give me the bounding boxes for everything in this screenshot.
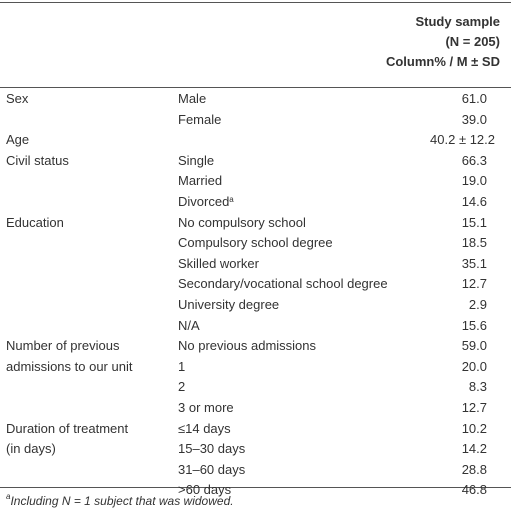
row-sublabel: 31–60 days — [178, 460, 245, 480]
top-rule — [0, 2, 511, 3]
row-value: 10.2 — [461, 420, 487, 436]
row-value: 2.9 — [468, 297, 487, 312]
row-value: 12.7 — [461, 276, 487, 292]
row-label: admissions to our unit — [6, 358, 133, 374]
row-label: Number of previous — [6, 338, 120, 354]
row-value: 59.0 — [461, 338, 487, 354]
sublabel-text: >60 days — [178, 482, 232, 498]
row-sublabel: ≤14 days — [178, 419, 231, 439]
footnote-mark: a — [6, 492, 11, 501]
row-value: 18.5 — [461, 235, 487, 251]
sublabel-text: Married — [178, 173, 223, 189]
sublabel-text: 2 — [178, 379, 186, 395]
row-value: 66.3 — [461, 152, 487, 168]
row-value: 35.1 — [461, 255, 487, 271]
row-sublabel: Secondary/vocational school degree — [178, 274, 388, 294]
row-sublabel: N/A — [178, 316, 200, 336]
header-line: Study sample — [415, 14, 500, 29]
sublabel-text: No previous admissions — [178, 338, 317, 354]
row-value: 8.3 — [468, 379, 487, 395]
row-sublabel: Compulsory school degree — [178, 233, 333, 253]
sublabel-text: University degree — [178, 297, 280, 312]
row-value: 12.7 — [461, 400, 487, 415]
row-value: 28.8 — [461, 461, 487, 477]
sublabel-text: Divorced — [178, 194, 230, 209]
row-value: 15.6 — [461, 317, 487, 333]
row-value: 39.0 — [461, 111, 487, 127]
row-sublabel: Single — [178, 151, 214, 171]
row-value: 14.6 — [461, 194, 487, 209]
row-sublabel: Divorceda — [178, 192, 234, 212]
row-sublabel: Married — [178, 171, 222, 191]
sublabel-text: N/A — [178, 317, 200, 333]
header-rule — [0, 87, 511, 88]
row-label: Age — [6, 132, 30, 148]
sublabel-text: 1 — [178, 358, 186, 374]
row-value: 46.8 — [461, 482, 487, 498]
row-label: Education — [6, 214, 64, 230]
sublabel-text: Single — [178, 152, 215, 168]
sublabel-text: No compulsory school — [178, 214, 306, 230]
row-sublabel: Female — [178, 110, 221, 130]
sublabel-text: 31–60 days — [178, 461, 246, 477]
row-value: 19.0 — [461, 173, 487, 189]
footnote: aIncluding N = 1 subject that was widowe… — [6, 492, 234, 508]
sublabel-text: ≤14 days — [178, 420, 231, 436]
row-value: 40.2 ± 12.2 — [430, 132, 495, 148]
row-value: 61.0 — [461, 91, 487, 106]
row-sublabel: 1 — [178, 357, 185, 377]
row-sublabel: University degree — [178, 295, 279, 315]
row-value: 14.2 — [461, 441, 487, 457]
note-mark: a — [229, 195, 234, 204]
row-value: 20.0 — [461, 358, 487, 374]
row-value: 15.1 — [461, 214, 487, 230]
row-label: (in days) — [6, 441, 56, 457]
row-label: Duration of treatment — [6, 420, 129, 436]
footnote-text: Including N = 1 subject that was widowed… — [10, 494, 234, 508]
row-label: Sex — [6, 91, 29, 106]
sublabel-text: Skilled worker — [178, 255, 259, 271]
header-line: (N = 205) — [445, 34, 500, 49]
sublabel-text: Male — [178, 91, 207, 106]
row-sublabel: >60 days — [178, 480, 231, 500]
row-sublabel: 3 or more — [178, 398, 234, 418]
row-sublabel: No previous admissions — [178, 336, 316, 356]
column-header: Study sample (N = 205) Column% / M ± SD — [386, 12, 500, 72]
sublabel-text: Female — [178, 111, 222, 127]
row-label: Civil status — [6, 152, 69, 168]
bottom-rule — [0, 487, 511, 488]
row-sublabel: No compulsory school — [178, 213, 306, 233]
sublabel-text: 3 or more — [178, 400, 234, 415]
sublabel-text: Secondary/vocational school degree — [178, 276, 388, 292]
sublabel-text: 15–30 days — [178, 441, 246, 457]
row-sublabel: 2 — [178, 377, 185, 397]
row-sublabel: Male — [178, 89, 206, 109]
header-line: Column% / M ± SD — [385, 54, 500, 69]
sublabel-text: Compulsory school degree — [178, 235, 333, 251]
row-sublabel: 15–30 days — [178, 439, 245, 459]
row-sublabel: Skilled worker — [178, 254, 259, 274]
